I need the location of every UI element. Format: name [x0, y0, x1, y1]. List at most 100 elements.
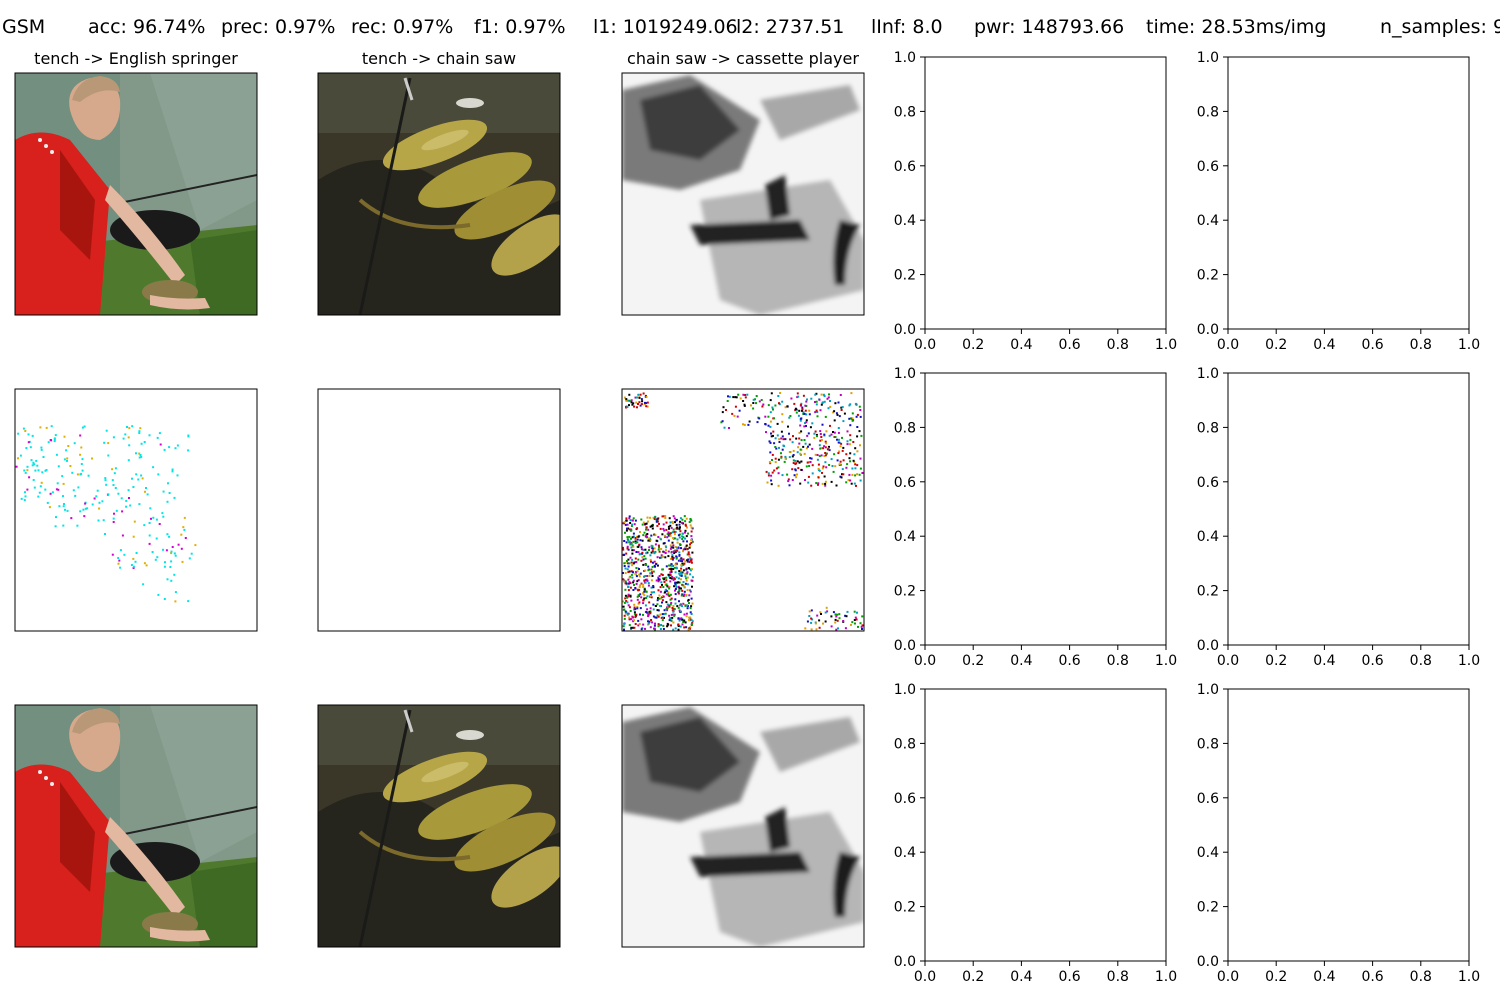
noise-pixel: [743, 403, 746, 406]
noise-pixel: [837, 452, 840, 455]
noise-pixel: [679, 517, 682, 520]
noise-pixel: [828, 445, 830, 448]
empty-axes-6: 0.0 0.2 0.4 0.6 0.8 1.00.00.20.40.60.81.0: [1197, 682, 1480, 985]
noise-pixel: [173, 573, 176, 576]
noise-pixel: [834, 402, 837, 405]
noise-pixel: [113, 512, 115, 515]
noise-pixel: [194, 544, 197, 547]
noise-pixel: [672, 544, 675, 547]
noise-pixel: [807, 445, 809, 448]
noise-pixel: [39, 426, 42, 429]
noise-pixel: [661, 583, 663, 586]
noise-pixel: [841, 406, 844, 409]
x-tick-label: 0.2: [1265, 969, 1287, 985]
noise-pixel: [644, 548, 647, 551]
noise-pixel: [685, 577, 688, 580]
noise-pixel: [19, 454, 22, 457]
noise-pixel: [62, 495, 64, 498]
noise-pixel: [829, 400, 831, 402]
noise-pixel: [625, 541, 628, 544]
noise-pixel: [669, 557, 672, 560]
noise-pixel: [635, 583, 638, 585]
noise-pixel: [672, 564, 675, 567]
noise-pixel: [781, 448, 784, 451]
noise-pixel: [148, 542, 151, 545]
x-tick-label: 0.4: [1313, 653, 1335, 669]
noise-pixel: [850, 392, 853, 395]
noise-pixel: [112, 484, 115, 486]
noise-pixel: [690, 526, 693, 529]
noise-pixel: [674, 571, 677, 574]
noise-pixel: [671, 522, 674, 525]
noise-pixel: [691, 568, 693, 571]
noise-pixel: [662, 628, 665, 630]
noise-pixel: [818, 619, 821, 622]
noise-pixel: [854, 463, 857, 466]
noise-pixel: [23, 469, 26, 472]
noise-pixel: [823, 475, 826, 478]
noise-pixel: [648, 546, 651, 549]
noise-pixel: [626, 547, 629, 550]
noise-pixel: [669, 580, 672, 583]
noise-pixel: [858, 405, 861, 408]
noise-pixel: [627, 585, 630, 588]
noise-pixel: [652, 516, 655, 519]
noise-pixel: [629, 610, 632, 612]
noise-pixel: [686, 548, 689, 551]
noise-pixel: [839, 394, 842, 396]
noise-pixel: [630, 599, 633, 602]
noise-pixel: [171, 468, 174, 471]
noise-pixel: [856, 473, 859, 476]
noise-pixel: [639, 593, 642, 596]
noise-pixel: [721, 420, 724, 423]
noise-pixel: [669, 564, 672, 567]
noise-pixel: [628, 517, 631, 520]
noise-pixel: [166, 500, 169, 503]
noise-pixel: [659, 628, 662, 630]
noise-pixel: [683, 590, 686, 593]
noise-pixel: [805, 400, 808, 403]
x-tick-label: 0.8: [1410, 969, 1432, 985]
noise-pixel: [668, 564, 671, 567]
y-tick-label: 0.8: [894, 104, 916, 120]
noise-pixel: [775, 467, 778, 470]
noise-pixel: [665, 521, 668, 524]
y-tick-label: 1.0: [894, 50, 916, 66]
noise-pixel: [806, 434, 809, 437]
y-tick-label: 0.0: [1197, 322, 1219, 338]
noise-pixel: [809, 457, 812, 460]
noise-pixel: [79, 434, 82, 437]
noise-pixel: [645, 405, 648, 408]
y-tick-label: 0.6: [894, 475, 916, 491]
noise-pixel: [170, 579, 173, 582]
noise-pixel: [638, 623, 641, 625]
noise-pixel: [656, 524, 659, 527]
noise-pixel: [152, 516, 155, 519]
noise-pixel: [728, 395, 731, 398]
noise-pixel: [668, 614, 671, 617]
noise-pixel: [632, 402, 635, 405]
noise-pixel: [667, 539, 670, 542]
noise-pixel: [648, 537, 651, 540]
noise-pixel: [673, 578, 676, 580]
noise-pixel: [856, 464, 859, 467]
noise-pixel: [657, 577, 660, 580]
noise-pixel: [174, 554, 177, 557]
noise-pixel: [623, 521, 626, 524]
noise-pixel: [669, 617, 672, 620]
panel-title-2: tench -> chain saw: [361, 49, 517, 68]
noise-pixel: [644, 401, 646, 404]
noise-pixel: [859, 467, 862, 470]
noise-pixel: [798, 437, 801, 440]
noise-pixel: [671, 564, 673, 567]
noise-pixel: [690, 597, 693, 600]
noise-pixel: [811, 422, 814, 425]
y-tick-label: 0.8: [1197, 104, 1219, 120]
noise-pixel: [843, 412, 846, 415]
noise-pixel: [688, 554, 691, 557]
panel-title-1: tench -> English springer: [34, 49, 238, 68]
noise-pixel: [47, 441, 50, 444]
noise-pixel: [669, 574, 672, 577]
noise-pixel: [150, 517, 152, 520]
noise-pixel: [640, 398, 643, 401]
